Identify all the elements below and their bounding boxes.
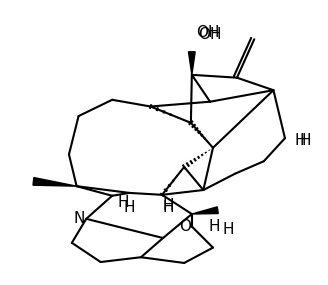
Text: H: H — [208, 219, 220, 234]
Text: H: H — [223, 222, 234, 237]
Text: H: H — [162, 198, 174, 213]
Text: H: H — [299, 133, 311, 148]
Polygon shape — [189, 52, 195, 75]
Polygon shape — [192, 207, 218, 214]
Text: H: H — [295, 133, 306, 148]
Text: O: O — [179, 219, 191, 234]
Text: OH: OH — [196, 25, 219, 40]
Text: OH: OH — [198, 27, 222, 42]
Text: H: H — [162, 200, 174, 215]
Text: H: H — [118, 195, 130, 210]
Text: N: N — [74, 211, 85, 226]
Text: H: H — [124, 200, 135, 215]
Polygon shape — [33, 178, 77, 186]
